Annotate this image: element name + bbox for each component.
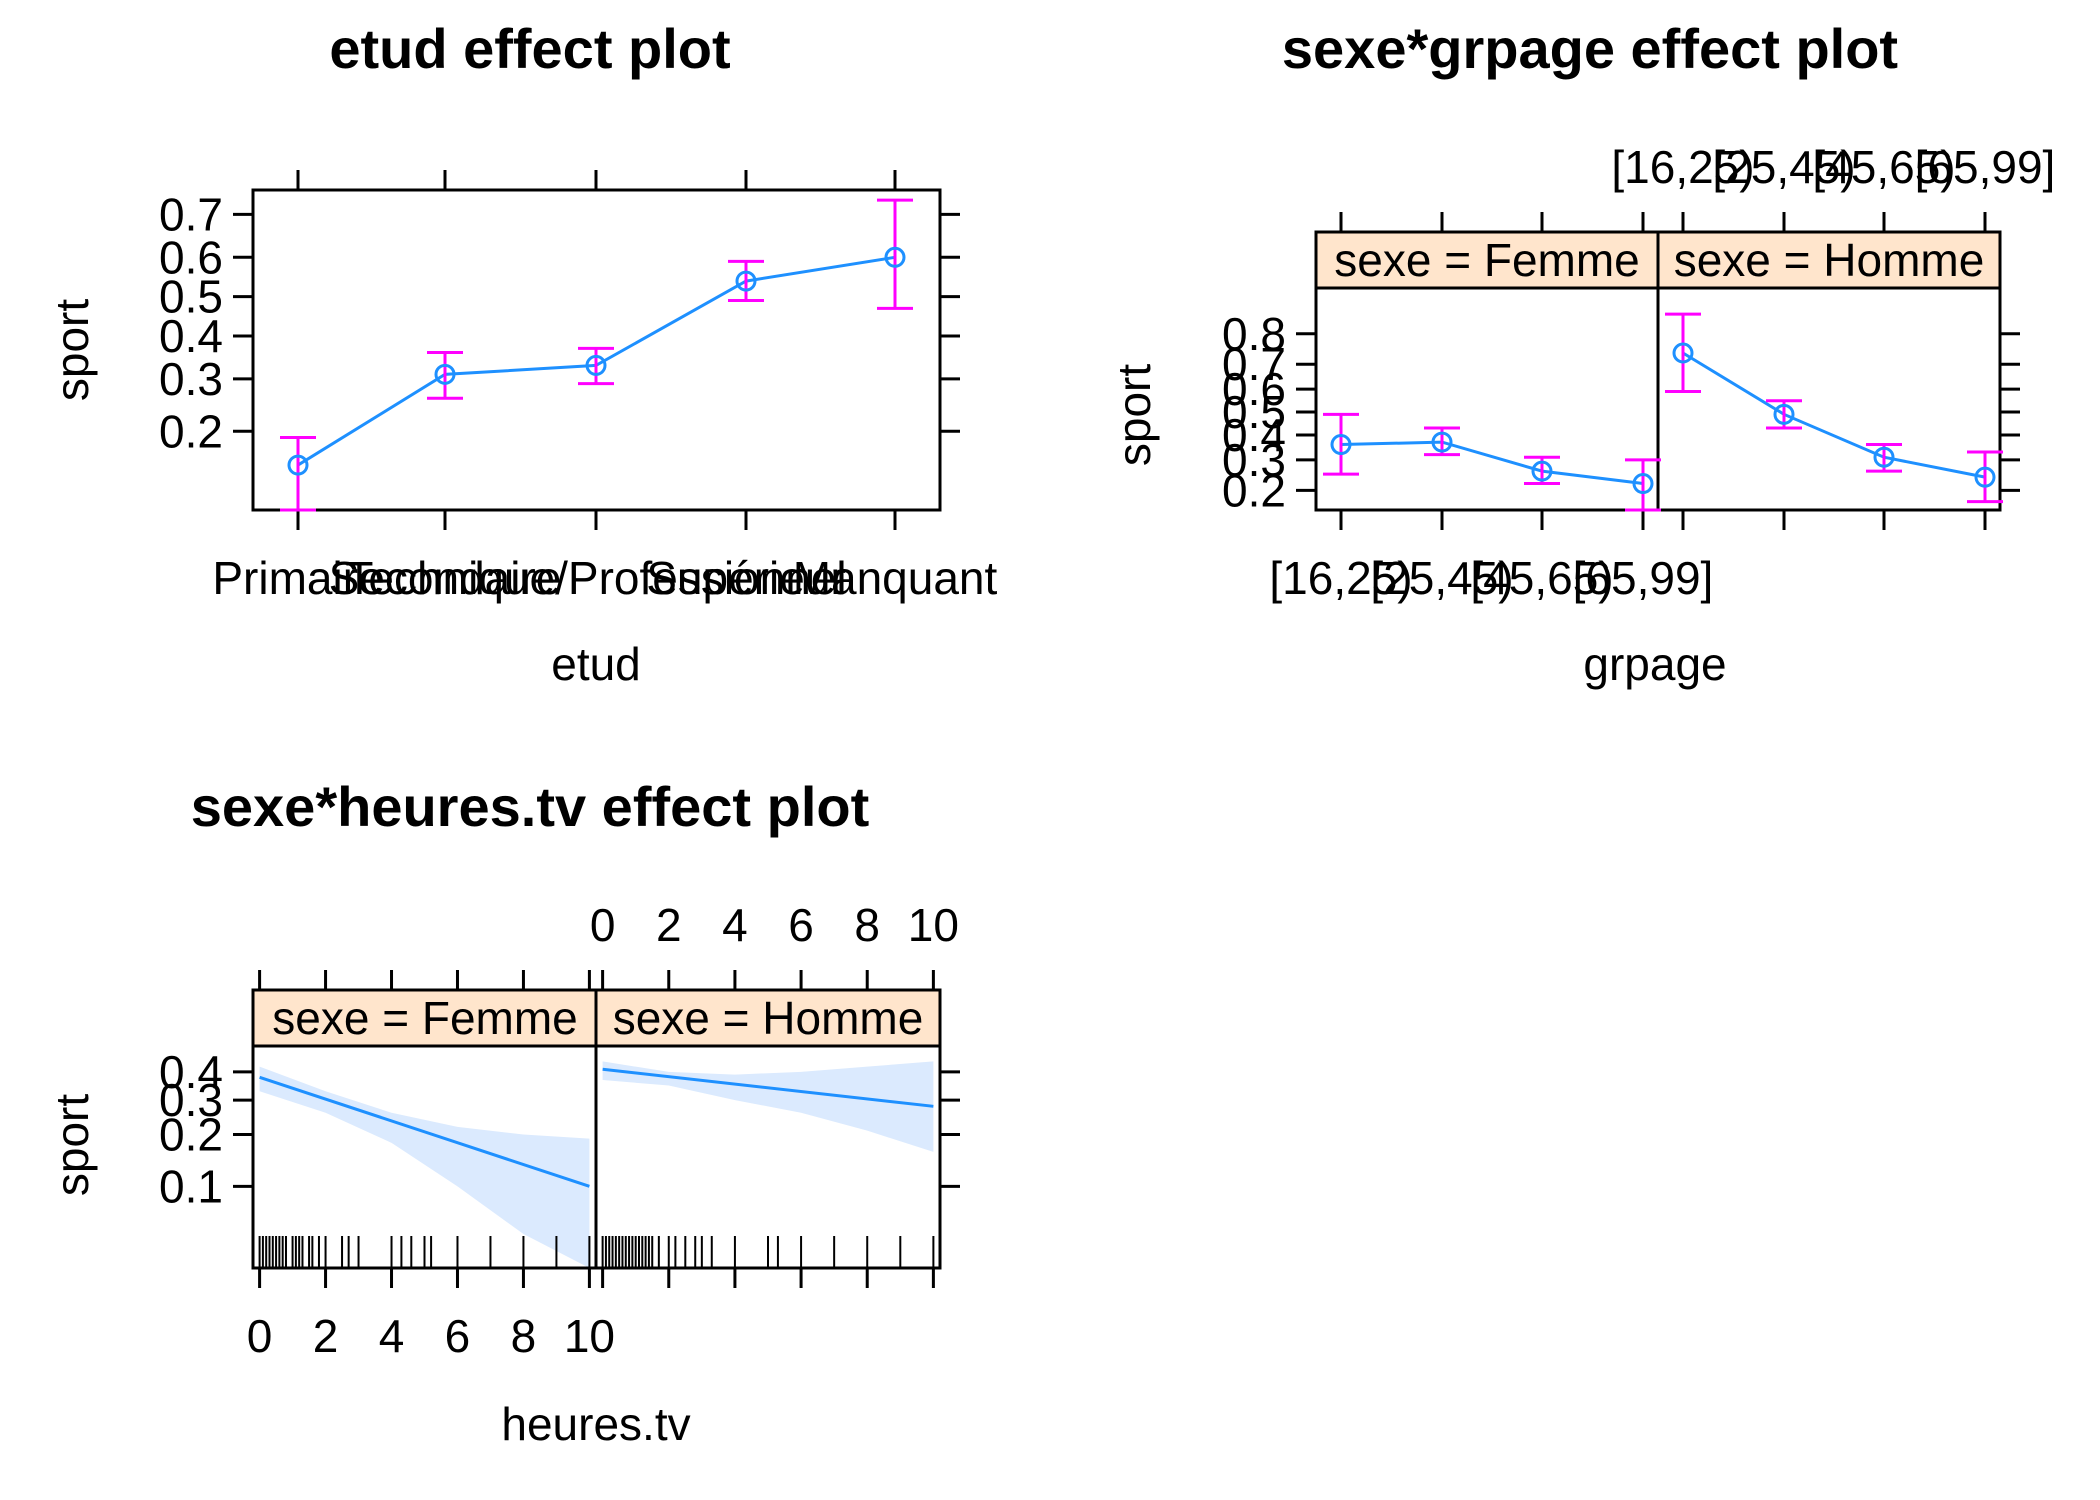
etud-xtick-label: Manquant — [793, 552, 998, 604]
heures-confidence-band-0 — [259, 1066, 590, 1268]
grpage-strip-femme-label: sexe = Femme — [1334, 234, 1640, 286]
etud-xtick-label: Primaire — [212, 552, 383, 604]
grpage-strip-homme-label: sexe = Homme — [1674, 234, 1985, 286]
etud-xtick-label: Technique/Professionnel — [345, 552, 846, 604]
heures-chart-data — [258, 1067, 935, 1268]
heures-xtick-label-top: 4 — [722, 899, 748, 951]
grpage-panel-homme-frame — [1656, 286, 2002, 512]
grpage-point — [1773, 403, 1795, 425]
grpage-chart-data — [1323, 312, 2003, 512]
grpage-effect-line-0 — [1340, 440, 1644, 486]
grpage-xtick-label-top: [25,45) — [1712, 141, 1855, 193]
heures-panel-homme: sexe = Homme — [594, 988, 942, 1048]
grpage-chart-ylabel: sport — [1108, 364, 1160, 466]
grpage-point — [1672, 342, 1694, 364]
grpage-xtick-label-bottom: [45,65) — [1470, 552, 1613, 604]
grpage-xtick-label-top: [16,25) — [1611, 141, 1754, 193]
etud-point — [735, 270, 757, 292]
grpage-ytick-label: 0.2 — [1222, 464, 1286, 516]
grpage-ytick-label: 0.3 — [1222, 434, 1286, 486]
etud-ytick-label: 0.7 — [159, 188, 223, 240]
grpage-point — [1431, 431, 1453, 453]
heures-strip-femme — [251, 988, 598, 1048]
grpage-chart-xlabel: grpage — [1583, 638, 1726, 690]
grpage-panel-femme: sexe = Femme — [1314, 230, 1660, 512]
heures-chart: sexe*heures.tv effect plot sport heures.… — [46, 775, 960, 1450]
etud-chart: etud effect plot sport etud 0.20.30.40.5… — [46, 17, 998, 690]
heures-ytick-label: 0.3 — [159, 1074, 223, 1126]
grpage-chart-axes: 0.20.30.40.50.60.70.8[16,25)[25,45)[45,6… — [1222, 141, 2055, 604]
grpage-ytick-label: 0.8 — [1222, 308, 1286, 360]
grpage-xtick-label-bottom: [65,99] — [1573, 552, 1714, 604]
etud-xtick-label: Secondaire — [329, 552, 562, 604]
grpage-xtick-label-top: [45,65) — [1812, 141, 1955, 193]
heures-xtick-label-top: 8 — [854, 899, 880, 951]
grpage-panel-homme: sexe = Homme — [1656, 230, 2002, 512]
heures-ytick-label: 0.2 — [159, 1109, 223, 1161]
etud-chart-x-axis: PrimaireSecondaireTechnique/Professionne… — [212, 170, 998, 604]
heures-ytick-label: 0.4 — [159, 1046, 223, 1098]
heures-xtick-label-top: 2 — [656, 899, 682, 951]
heures-xtick-label-top: 10 — [908, 899, 959, 951]
grpage-point — [1632, 473, 1654, 495]
heures-xtick-label-bottom: 8 — [511, 1310, 537, 1362]
etud-chart-xlabel: etud — [551, 638, 641, 690]
heures-chart-title: sexe*heures.tv effect plot — [191, 775, 869, 838]
heures-strip-homme-label: sexe = Homme — [613, 992, 924, 1044]
heures-xtick-label-top: 0 — [590, 899, 616, 951]
heures-strip-femme-label: sexe = Femme — [272, 992, 578, 1044]
etud-chart-data — [280, 198, 913, 512]
heures-effect-line-1 — [602, 1067, 934, 1108]
etud-xtick-label: Supérieur — [646, 552, 845, 604]
grpage-xtick-label-bottom: [16,25) — [1269, 552, 1412, 604]
heures-xtick-label-bottom: 4 — [379, 1310, 405, 1362]
etud-point — [287, 454, 309, 476]
heures-chart-ylabel: sport — [46, 1094, 98, 1196]
grpage-point — [1330, 434, 1352, 456]
etud-ytick-label: 0.4 — [159, 310, 223, 362]
etud-ytick-label: 0.5 — [159, 271, 223, 323]
grpage-xtick-label-bottom: [25,45) — [1370, 552, 1513, 604]
etud-chart-title: etud effect plot — [329, 17, 730, 80]
etud-ytick-label: 0.6 — [159, 231, 223, 283]
etud-chart-y-axis: 0.20.30.40.50.60.7 — [159, 188, 960, 457]
heures-confidence-band-1 — [602, 1061, 934, 1152]
heures-xtick-label-top: 6 — [788, 899, 814, 951]
grpage-ytick-label: 0.5 — [1222, 386, 1286, 438]
grpage-point — [1531, 460, 1553, 482]
heures-xtick-label-bottom: 6 — [445, 1310, 471, 1362]
etud-point — [434, 363, 456, 385]
grpage-effect-line-1 — [1682, 351, 1986, 479]
heures-xtick-label-bottom: 10 — [564, 1310, 615, 1362]
heures-ytick-label: 0.1 — [159, 1160, 223, 1212]
heures-chart-xlabel: heures.tv — [501, 1398, 690, 1450]
heures-xtick-label-bottom: 2 — [313, 1310, 339, 1362]
grpage-chart-title: sexe*grpage effect plot — [1282, 17, 1898, 80]
etud-point — [884, 246, 906, 268]
heures-chart-bands — [259, 1061, 934, 1268]
grpage-xtick-label-top: [65,99] — [1915, 141, 2056, 193]
grpage-ytick-label: 0.6 — [1222, 363, 1286, 415]
grpage-panel-femme-frame — [1314, 286, 1660, 512]
etud-ytick-label: 0.3 — [159, 353, 223, 405]
heures-effect-line-0 — [259, 1075, 590, 1188]
grpage-ytick-label: 0.7 — [1222, 338, 1286, 390]
heures-panel-femme: sexe = Femme — [251, 988, 598, 1048]
grpage-point — [1974, 466, 1996, 488]
grpage-strip-homme — [1656, 230, 2002, 290]
etud-chart-ylabel: sport — [46, 299, 98, 401]
heures-strip-homme — [594, 988, 942, 1048]
grpage-point — [1873, 446, 1895, 468]
etud-point — [585, 354, 607, 376]
grpage-strip-femme — [1314, 230, 1660, 290]
heures-xtick-label-bottom: 0 — [247, 1310, 273, 1362]
grpage-ytick-label: 0.4 — [1222, 409, 1286, 461]
heures-panel-homme-frame — [594, 1044, 942, 1270]
etud-ytick-label: 0.2 — [159, 405, 223, 457]
grpage-chart: sexe*grpage effect plot sport grpage sex… — [1108, 17, 2055, 690]
